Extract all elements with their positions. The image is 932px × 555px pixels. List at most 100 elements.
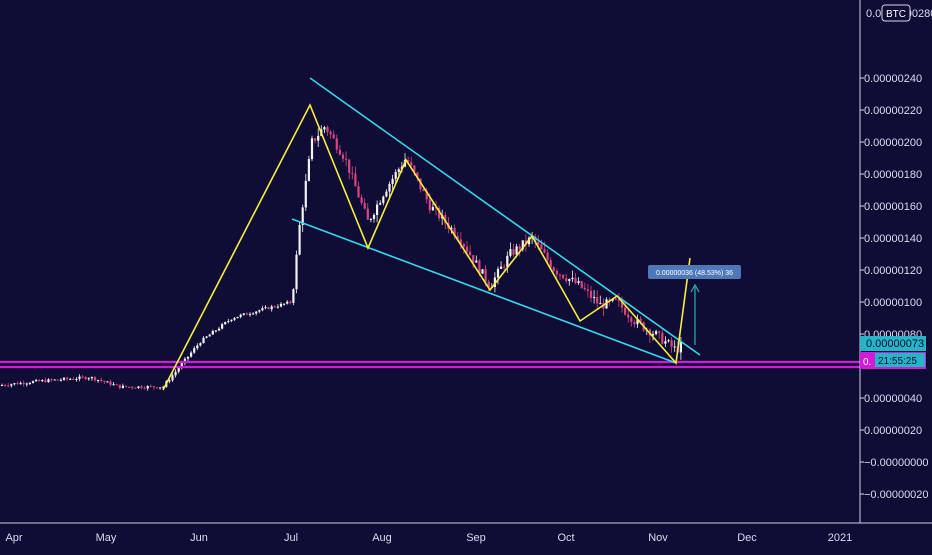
candle-body xyxy=(93,377,97,381)
candle-body xyxy=(224,322,227,325)
candle-body xyxy=(388,183,391,192)
candle-body xyxy=(78,376,81,380)
candle-body xyxy=(134,387,137,389)
zigzag-wave-line[interactable] xyxy=(162,103,691,391)
candle-body xyxy=(4,385,7,387)
candle-body xyxy=(115,384,118,386)
candle-body xyxy=(450,228,453,230)
last-price-tag[interactable]: 0.00000073 xyxy=(860,336,926,351)
candle-body xyxy=(624,307,627,315)
price-axis[interactable]: 0.0000000280 BTC 0.000002400.000002200.0… xyxy=(859,0,932,523)
candle-body xyxy=(314,138,317,141)
candle-body xyxy=(630,317,633,323)
measure-label[interactable]: 0.00000036 (48.53%) 36 xyxy=(648,265,741,279)
price-tick-label: 0.00000180 xyxy=(864,169,922,181)
candle-body xyxy=(0,385,4,387)
channel-upper-line[interactable] xyxy=(309,77,701,356)
candle-body xyxy=(286,301,289,304)
candle-body xyxy=(211,330,214,335)
candle-body xyxy=(614,298,617,300)
candle-body xyxy=(261,308,264,311)
candle-body xyxy=(431,207,434,211)
price-tick-label: 0.00000040 xyxy=(864,393,922,405)
candle-body xyxy=(462,244,465,247)
candle-body xyxy=(391,178,394,184)
candle-body xyxy=(62,377,66,380)
candle-body xyxy=(301,207,304,225)
candle-body xyxy=(549,259,552,268)
time-axis[interactable]: Apr May Jun Jul Aug Sep Oct Nov Dec 2021 xyxy=(0,522,932,544)
candle-body xyxy=(577,281,580,284)
currency-badge[interactable] xyxy=(881,4,911,22)
measure-label-text: 0.00000036 (48.53%) 36 xyxy=(656,270,733,277)
candle-body xyxy=(500,266,503,269)
candle-body xyxy=(534,236,537,242)
candle-body xyxy=(369,218,372,220)
channel-lower-line[interactable] xyxy=(291,218,677,364)
candle-body xyxy=(620,300,624,308)
candle-body xyxy=(307,159,310,181)
time-tick-label: Jun xyxy=(190,532,208,544)
candle-body xyxy=(425,191,428,200)
candle-body xyxy=(118,384,121,389)
candle-body xyxy=(199,343,202,346)
time-tick-label: Sep xyxy=(466,532,486,544)
candle-body xyxy=(59,379,62,381)
candle-body xyxy=(44,380,47,383)
candle-body xyxy=(53,379,56,381)
time-ticks: Apr May Jun Jul Aug Sep Oct Nov Dec 2021 xyxy=(5,532,852,544)
candle-body xyxy=(580,281,583,288)
candle-body xyxy=(19,382,22,385)
candle-body xyxy=(571,277,574,280)
candle-body xyxy=(84,377,87,380)
candle-body xyxy=(456,236,459,240)
price-tick-label: 0.00000100 xyxy=(864,297,922,309)
candle-body xyxy=(475,260,478,263)
last-price-tag-box xyxy=(860,336,926,351)
candle-body xyxy=(360,197,363,203)
candle-body xyxy=(481,269,484,274)
candle-body xyxy=(7,385,10,387)
price-tick-label: −0.00000000 xyxy=(864,457,929,469)
candle-body xyxy=(555,270,558,275)
candle-body xyxy=(478,260,481,274)
candle-body xyxy=(304,180,307,208)
countdown-tag[interactable]: 0. 21:55:25 xyxy=(860,352,926,369)
candle-body xyxy=(357,186,360,198)
support-band[interactable] xyxy=(0,360,860,369)
candle-body xyxy=(503,266,506,268)
currency-badge-text: BTC xyxy=(886,9,906,20)
price-tick-label: 0.00000140 xyxy=(864,233,922,245)
candle-body xyxy=(413,165,416,173)
candle-body xyxy=(264,307,267,309)
candle-body xyxy=(493,277,496,288)
candle-body xyxy=(56,379,59,381)
candle-body xyxy=(239,314,242,317)
candle-body xyxy=(202,337,205,344)
candle-body xyxy=(518,246,521,250)
time-tick-label: Jul xyxy=(284,532,298,544)
candle-body xyxy=(255,311,258,314)
candle-body xyxy=(596,297,599,304)
candle-body xyxy=(565,278,568,282)
candle-body xyxy=(177,368,180,372)
candle-body xyxy=(484,269,487,282)
candle-body xyxy=(131,386,134,388)
candle-body xyxy=(124,385,128,387)
candle-body xyxy=(38,379,41,382)
candle-body xyxy=(236,316,239,319)
candle-body xyxy=(509,249,512,256)
candle-body xyxy=(292,289,295,303)
price-tick-label: 0.00000220 xyxy=(864,105,922,117)
candle-body xyxy=(679,341,682,353)
candle-body xyxy=(351,172,354,174)
candle-body xyxy=(143,388,146,390)
candle-body xyxy=(28,383,31,385)
candle-body xyxy=(128,386,131,388)
candle-body xyxy=(394,172,397,179)
candle-body xyxy=(651,334,655,336)
candle-body xyxy=(512,249,515,255)
